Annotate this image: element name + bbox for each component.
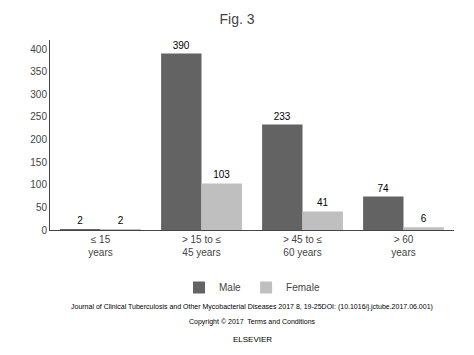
svg-text:200: 200 — [30, 134, 47, 145]
svg-text:Fig. 3: Fig. 3 — [219, 11, 254, 27]
svg-text:> 15 to ≤45 years: > 15 to ≤45 years — [182, 234, 222, 258]
svg-text:390: 390 — [173, 40, 190, 51]
svg-text:41: 41 — [317, 197, 329, 208]
svg-text:250: 250 — [30, 111, 47, 122]
svg-text:300: 300 — [30, 89, 47, 100]
svg-text:ELSEVIER: ELSEVIER — [233, 335, 272, 344]
svg-text:50: 50 — [36, 202, 48, 213]
svg-text:Copyright © 2017 Terms and Co: Copyright © 2017 Terms and Conditions — [189, 318, 316, 326]
svg-text:2: 2 — [118, 215, 124, 226]
svg-text:150: 150 — [30, 157, 47, 168]
svg-text:Male: Male — [219, 282, 241, 293]
svg-text:400: 400 — [30, 44, 47, 55]
svg-text:74: 74 — [378, 183, 390, 194]
svg-text:> 60years: > 60years — [391, 234, 415, 258]
svg-text:6: 6 — [421, 213, 427, 224]
svg-text:Journal of Clinical Tuberculos: Journal of Clinical Tuberculosis and Oth… — [71, 303, 433, 311]
svg-text:350: 350 — [30, 66, 47, 77]
svg-text:100: 100 — [30, 179, 47, 190]
svg-text:2: 2 — [77, 215, 83, 226]
svg-text:0: 0 — [41, 225, 47, 236]
svg-text:Female: Female — [286, 282, 320, 293]
svg-text:103: 103 — [213, 169, 230, 180]
svg-text:233: 233 — [274, 111, 291, 122]
svg-text:> 45 to ≤60 years: > 45 to ≤60 years — [283, 234, 323, 258]
svg-text:≤ 15years: ≤ 15years — [88, 234, 112, 258]
